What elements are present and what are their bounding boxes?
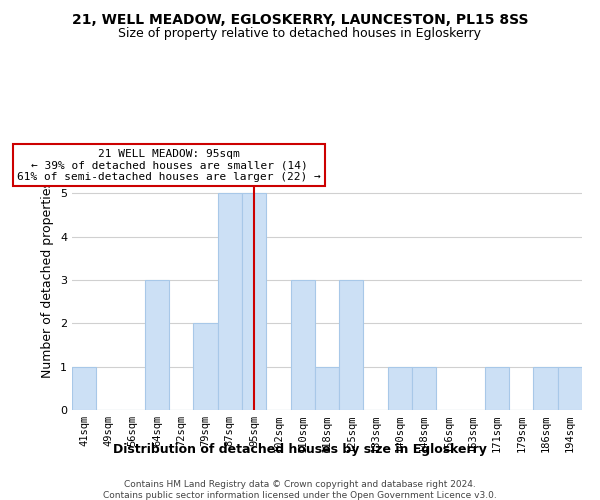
Bar — [533, 366, 558, 410]
Text: Contains public sector information licensed under the Open Government Licence v3: Contains public sector information licen… — [103, 491, 497, 500]
Bar — [339, 280, 364, 410]
Bar — [412, 366, 436, 410]
Y-axis label: Number of detached properties: Number of detached properties — [41, 182, 55, 378]
Bar — [72, 366, 96, 410]
Bar — [145, 280, 169, 410]
Text: 21, WELL MEADOW, EGLOSKERRY, LAUNCESTON, PL15 8SS: 21, WELL MEADOW, EGLOSKERRY, LAUNCESTON,… — [72, 12, 528, 26]
Bar — [290, 280, 315, 410]
Bar — [242, 194, 266, 410]
Bar — [388, 366, 412, 410]
Text: Distribution of detached houses by size in Egloskerry: Distribution of detached houses by size … — [113, 442, 487, 456]
Text: Contains HM Land Registry data © Crown copyright and database right 2024.: Contains HM Land Registry data © Crown c… — [124, 480, 476, 489]
Text: 21 WELL MEADOW: 95sqm
← 39% of detached houses are smaller (14)
61% of semi-deta: 21 WELL MEADOW: 95sqm ← 39% of detached … — [17, 148, 321, 182]
Bar — [485, 366, 509, 410]
Bar — [193, 324, 218, 410]
Bar — [218, 194, 242, 410]
Text: Size of property relative to detached houses in Egloskerry: Size of property relative to detached ho… — [119, 28, 482, 40]
Bar — [558, 366, 582, 410]
Bar — [315, 366, 339, 410]
